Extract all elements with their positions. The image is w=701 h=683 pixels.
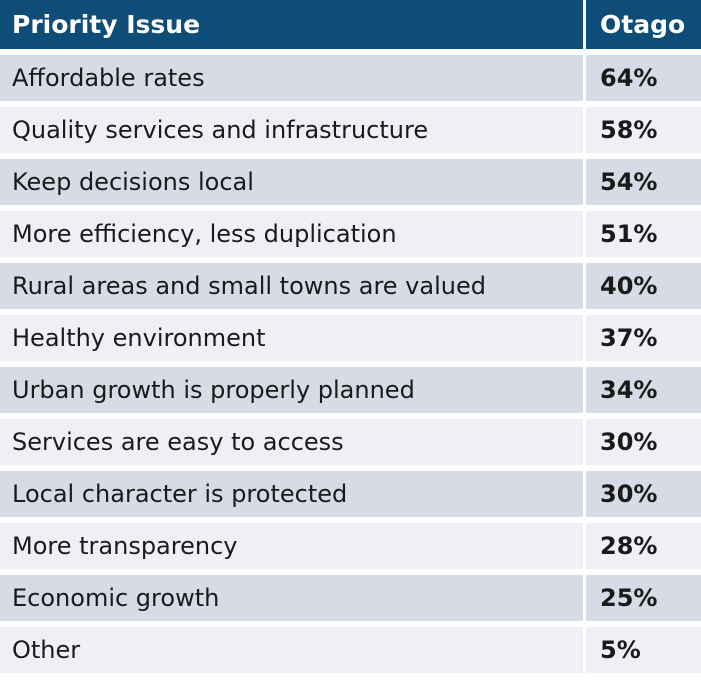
table-header: Priority Issue Otago [0,0,701,49]
table-row: Keep decisions local 54% [0,159,701,205]
table-row: Quality services and infrastructure 58% [0,107,701,153]
table-row: Services are easy to access 30% [0,419,701,465]
row-issue-label: Keep decisions local [0,159,583,205]
row-issue-label: Affordable rates [0,55,583,101]
row-issue-label: Quality services and infrastructure [0,107,583,153]
table-row: Healthy environment 37% [0,315,701,361]
table-row: Other 5% [0,627,701,673]
row-issue-label: Urban growth is properly planned [0,367,583,413]
row-otago-value: 25% [586,575,701,621]
row-otago-value: 64% [586,55,701,101]
row-issue-label: Local character is protected [0,471,583,517]
table-row: More efficiency, less duplication 51% [0,211,701,257]
header-priority-issue: Priority Issue [0,0,583,49]
row-otago-value: 30% [586,471,701,517]
table-row: Urban growth is properly planned 34% [0,367,701,413]
table-body: Affordable rates 64% Quality services and … [0,55,701,673]
row-otago-value: 5% [586,627,701,673]
row-otago-value: 40% [586,263,701,309]
table-row: Rural areas and small towns are valued 40… [0,263,701,309]
row-issue-label: Other [0,627,583,673]
row-otago-value: 30% [586,419,701,465]
table-row: Economic growth 25% [0,575,701,621]
row-otago-value: 28% [586,523,701,569]
row-otago-value: 54% [586,159,701,205]
table-row: Affordable rates 64% [0,55,701,101]
row-otago-value: 34% [586,367,701,413]
row-issue-label: Rural areas and small towns are valued [0,263,583,309]
table-row: Local character is protected 30% [0,471,701,517]
header-otago: Otago [586,0,701,49]
row-issue-label: Economic growth [0,575,583,621]
row-issue-label: More efficiency, less duplication [0,211,583,257]
row-issue-label: Services are easy to access [0,419,583,465]
row-otago-value: 51% [586,211,701,257]
row-issue-label: More transparency [0,523,583,569]
row-otago-value: 58% [586,107,701,153]
table-row: More transparency 28% [0,523,701,569]
row-issue-label: Healthy environment [0,315,583,361]
row-otago-value: 37% [586,315,701,361]
